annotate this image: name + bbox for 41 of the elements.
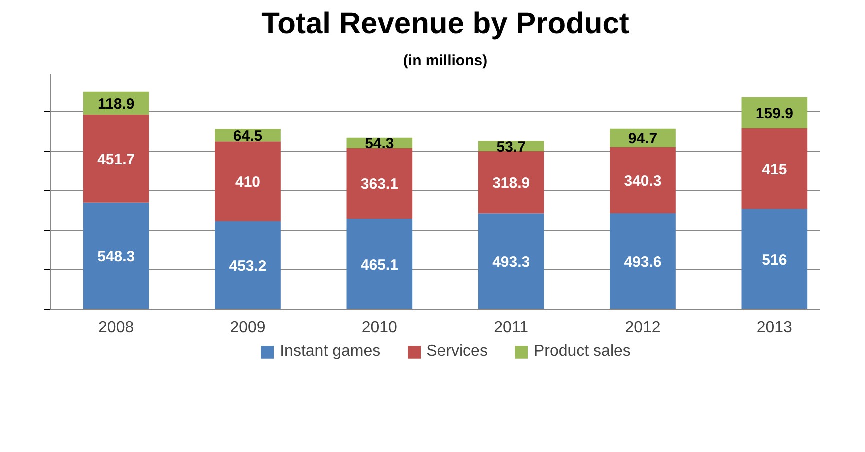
data-label: 410 [235, 174, 261, 191]
x-tick-label: 2013 [756, 320, 793, 336]
legend-label: Services [426, 343, 488, 361]
bar [215, 221, 281, 310]
bar [346, 219, 413, 310]
data-label: 159.9 [756, 105, 794, 122]
data-label: 493.3 [492, 254, 530, 272]
data-label: 53.7 [496, 138, 526, 156]
x-tick-label: 2010 [362, 320, 398, 336]
bar [478, 152, 544, 214]
bar [610, 214, 676, 310]
bar [346, 148, 413, 220]
data-label: 465.1 [360, 256, 398, 274]
x-tick-label: 2012 [625, 320, 661, 336]
x-tick-label: 2009 [230, 320, 266, 336]
legend-label: Product sales [534, 343, 631, 361]
chart-subtitle: (in millions) [403, 52, 488, 70]
bar [215, 142, 281, 222]
data-label: 548.3 [98, 248, 136, 266]
data-label: 54.3 [365, 136, 394, 153]
x-tick-label: 2011 [494, 320, 529, 336]
bar [478, 214, 544, 310]
bar [610, 147, 676, 214]
legend-label: Instant games [280, 343, 381, 361]
data-label: 64.5 [233, 128, 263, 145]
data-label: 516 [762, 252, 788, 269]
bar [742, 128, 808, 210]
bar [83, 202, 150, 310]
data-label: 363.1 [360, 176, 398, 194]
data-label: 94.7 [628, 130, 658, 148]
bar [742, 209, 808, 310]
x-tick-label: 2008 [98, 320, 134, 336]
data-label: 493.6 [624, 254, 662, 272]
chart-title: Total Revenue by Product [262, 8, 630, 40]
bar [83, 115, 150, 203]
data-label: 318.9 [492, 175, 530, 192]
data-label: 340.3 [624, 172, 662, 190]
data-label: 451.7 [98, 151, 136, 168]
data-label: 118.9 [98, 96, 135, 113]
data-label: 453.2 [229, 258, 267, 275]
data-label: 415 [762, 161, 788, 178]
